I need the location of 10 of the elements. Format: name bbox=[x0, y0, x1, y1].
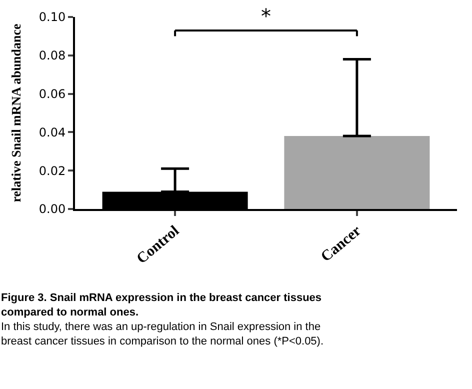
y-tick-label: 0.06 bbox=[38, 87, 66, 101]
y-axis-title: relative Snail mRNA abundance bbox=[8, 24, 24, 202]
y-tick-label: 0.00 bbox=[38, 202, 66, 216]
y-tick-label: 0.04 bbox=[38, 125, 66, 140]
annotation: * bbox=[261, 4, 271, 28]
caption: Figure 3. Snail mRNA expression in the breast cancer tissues compared to normal ones. bbox=[1, 292, 322, 318]
y-tick-label: 0.02 bbox=[38, 164, 66, 178]
text: In this study, there was an up-regulation in Snail expression in the breast cancer tissues in comparison to the normal ones (*P<0.05). bbox=[1, 321, 324, 348]
y-tick-label: 0.10 bbox=[38, 10, 66, 24]
y-tick-label: 0.08 bbox=[38, 48, 66, 63]
